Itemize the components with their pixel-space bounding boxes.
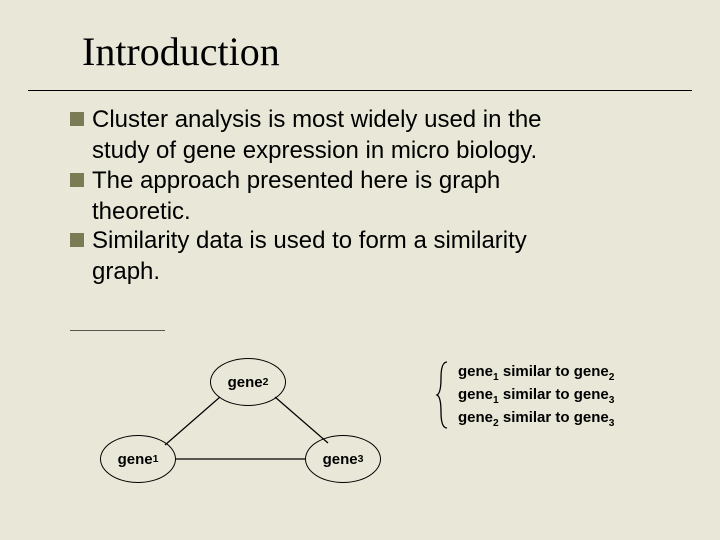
bullet-text: Similarity data is used to form a simila… (92, 226, 527, 255)
title-underline (28, 90, 692, 91)
bullet-item: Cluster analysis is most widely used in … (70, 105, 670, 134)
bullet-list: Cluster analysis is most widely used in … (70, 105, 670, 287)
similarity-line: gene1 similar to gene2 (458, 362, 614, 385)
similarity-graph: gene1gene2gene3 gene1 similar to gene2ge… (70, 330, 670, 520)
graph-edge (275, 397, 328, 443)
graph-node-gene3: gene3 (305, 435, 381, 483)
bullet-text: Cluster analysis is most widely used in … (92, 105, 542, 134)
bullet-text-cont: graph. (92, 257, 670, 286)
similarity-line: gene1 similar to gene3 (458, 385, 614, 408)
graph-node-gene1: gene1 (100, 435, 176, 483)
similarity-list: gene1 similar to gene2gene1 similar to g… (458, 362, 614, 430)
bullet-square-icon (70, 173, 84, 187)
slide-title: Introduction (82, 28, 670, 75)
graph-node-gene2: gene2 (210, 358, 286, 406)
slide: Introduction Cluster analysis is most wi… (0, 0, 720, 540)
similarity-line: gene2 similar to gene3 (458, 408, 614, 431)
bullet-square-icon (70, 233, 84, 247)
graph-edges-svg (70, 330, 410, 510)
bullet-text-cont: theoretic. (92, 197, 670, 226)
bullet-item: Similarity data is used to form a simila… (70, 226, 670, 255)
bullet-item: The approach presented here is graph (70, 166, 670, 195)
bullet-text-cont: study of gene expression in micro biolog… (92, 136, 670, 165)
bullet-square-icon (70, 112, 84, 126)
bullet-text: The approach presented here is graph (92, 166, 500, 195)
graph-edge (165, 397, 220, 445)
brace-icon (435, 360, 449, 435)
